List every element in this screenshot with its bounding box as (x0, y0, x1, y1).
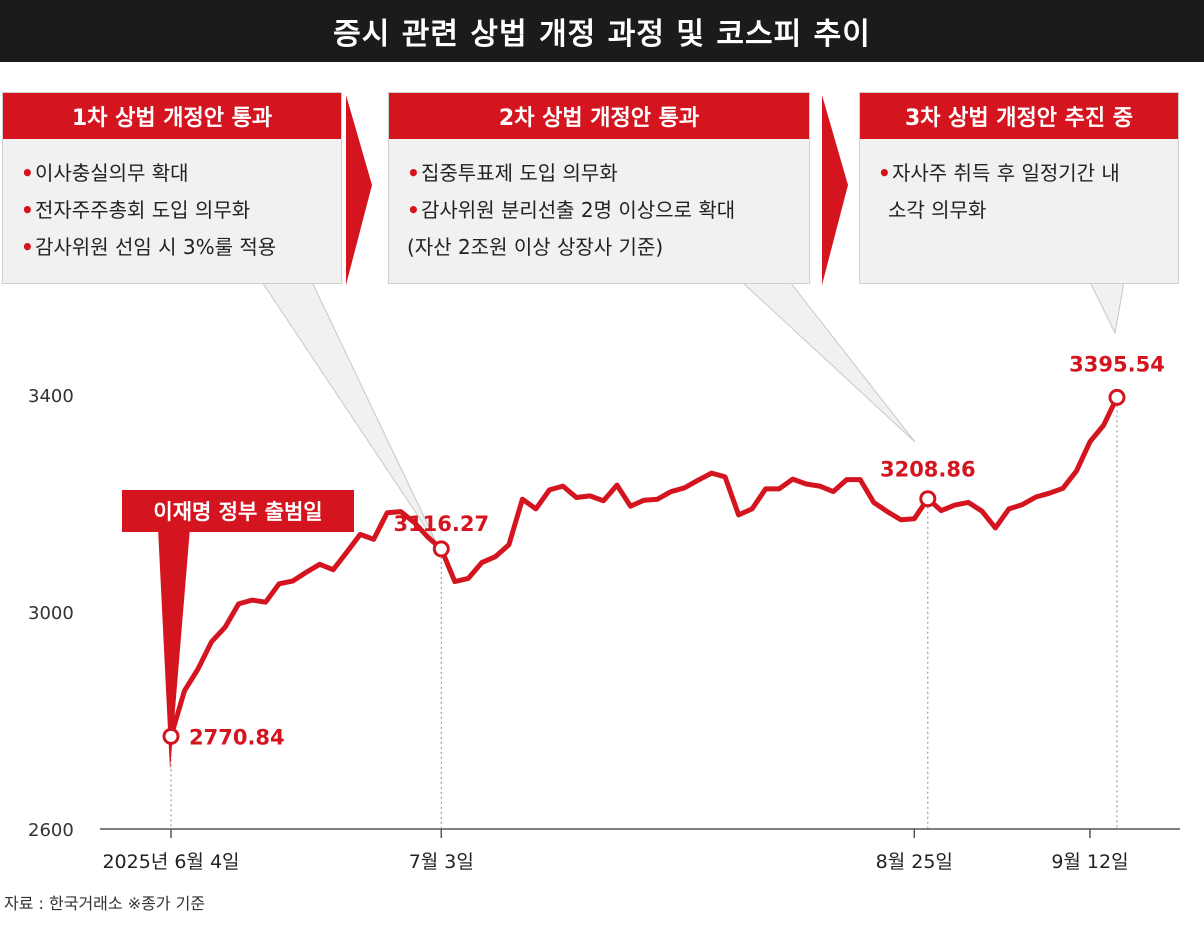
stage-1-heading: 1차 상법 개정안 통과 (3, 93, 341, 139)
data-label: 3395.54 (1069, 352, 1165, 376)
stage-3-list: • 자사주 취득 후 일정기간 내 소각 의무화 (878, 155, 1166, 229)
stage-box-3: 3차 상법 개정안 추진 중 • 자사주 취득 후 일정기간 내 소각 의무화 (859, 92, 1179, 284)
list-item-continuation: (자산 2조원 이상 상장사 기준) (407, 235, 664, 259)
stage-arrow-1 (346, 95, 372, 285)
callout-box (122, 490, 354, 532)
source-note: 자료 : 한국거래소 ※종가 기준 (4, 894, 206, 913)
data-label: 3208.86 (880, 458, 976, 482)
x-tick-label: 8월 25일 (876, 851, 953, 873)
kospi-series-line (168, 394, 1120, 739)
x-tick-label: 2025년 6월 4일 (102, 851, 239, 873)
data-label: 3116.27 (393, 512, 489, 536)
y-tick-label: 3400 (28, 386, 74, 407)
list-item: • 감사위원 선임 시 3%룰 적용 (21, 235, 277, 259)
list-item: • 감사위원 분리선출 2명 이상으로 확대 (407, 198, 736, 222)
box2-pointer (740, 281, 916, 443)
data-point-marker (919, 490, 937, 508)
stage-box-2: 2차 상법 개정안 통과 • 집중투표제 도입 의무화 • 감사위원 분리선출 2명… (388, 92, 810, 284)
data-label: 2770.84 (189, 725, 285, 749)
list-item: • 전자주주총회 도입 의무화 (21, 198, 251, 222)
data-point-marker (432, 540, 450, 558)
stage-3-heading: 3차 상법 개정안 추진 중 (860, 93, 1178, 139)
list-item: • 이사충실의무 확대 (21, 161, 189, 185)
y-tick-label: 3000 (28, 603, 74, 624)
x-tick-label: 7월 3일 (409, 851, 474, 873)
data-point-marker (162, 727, 180, 745)
stage-2-list: • 집중투표제 도입 의무화 • 감사위원 분리선출 2명 이상으로 확대 (자산 … (407, 155, 797, 266)
chart-title: 증시 관련 상법 개정 과정 및 코스피 추이 (333, 17, 871, 52)
callout-pointer (158, 528, 190, 770)
list-item: • 자사주 취득 후 일정기간 내 (878, 161, 1120, 185)
callout-label: 이재명 정부 출범일 (153, 500, 322, 524)
stage-1-list: • 이사충실의무 확대 • 전자주주총회 도입 의무화 • 감사위원 선임 시 3%룰… (21, 155, 329, 266)
stage-box-1: 1차 상법 개정안 통과 • 이사충실의무 확대 • 전자주주총회 도입 의무화 •… (2, 92, 342, 284)
box3-pointer (1089, 281, 1125, 335)
list-item: • 집중투표제 도입 의무화 (407, 161, 618, 185)
y-tick-label: 2600 (28, 820, 74, 841)
stage-arrow-2 (822, 95, 848, 285)
stage-2-heading: 2차 상법 개정안 통과 (389, 93, 809, 139)
list-item-continuation: 소각 의무화 (888, 198, 987, 222)
x-tick-label: 9월 12일 (1051, 851, 1128, 873)
data-point-marker (1108, 388, 1126, 406)
chart-title-banner: 증시 관련 상법 개정 과정 및 코스피 추이 (0, 0, 1204, 62)
